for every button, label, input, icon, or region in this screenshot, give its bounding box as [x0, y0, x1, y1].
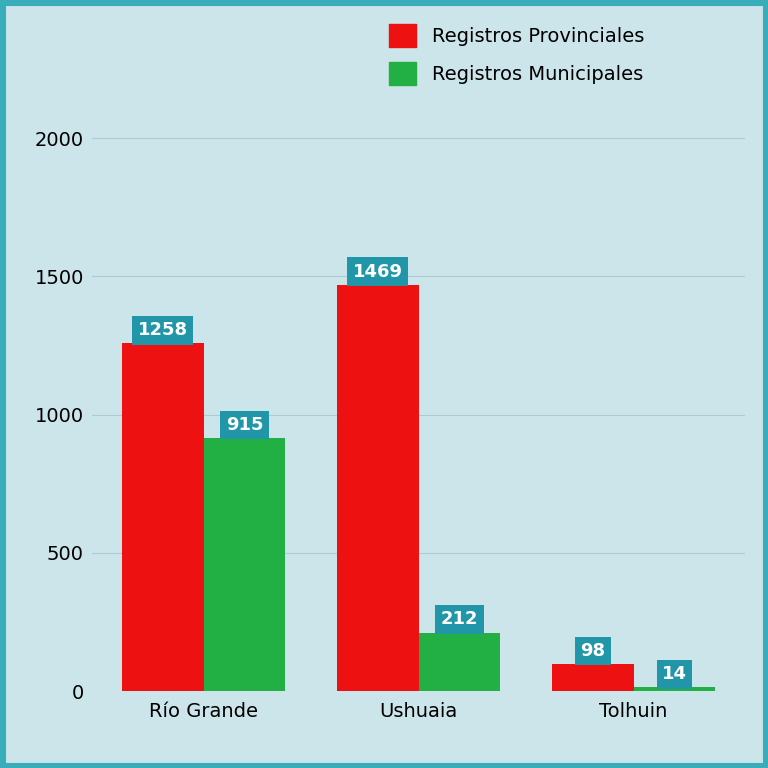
Bar: [552, 664, 634, 691]
Text: 98: 98: [580, 642, 605, 660]
Bar: [419, 633, 500, 691]
Text: 1469: 1469: [353, 263, 402, 281]
Bar: [122, 343, 204, 691]
Legend: Registros Provinciales, Registros Municipales: Registros Provinciales, Registros Munici…: [381, 17, 652, 93]
Text: 14: 14: [662, 665, 687, 684]
Bar: [337, 285, 419, 691]
Bar: [634, 687, 715, 691]
Text: 1258: 1258: [137, 321, 187, 339]
Bar: [204, 439, 285, 691]
Text: 915: 915: [226, 416, 263, 434]
Text: 212: 212: [441, 611, 478, 628]
